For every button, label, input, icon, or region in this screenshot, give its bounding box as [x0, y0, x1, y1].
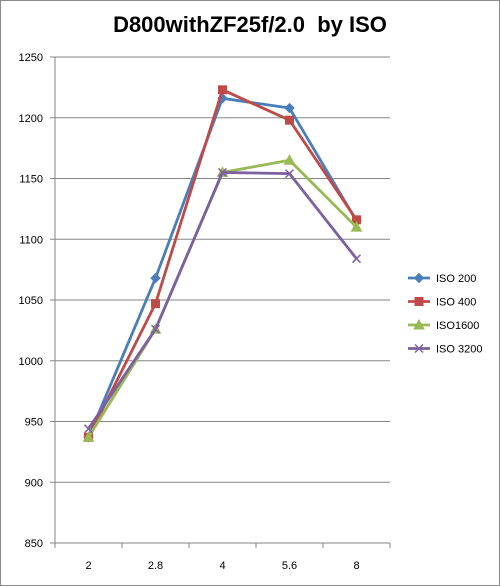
- legend: ISO 200 ISO 400 ISO1600 ISO 3200: [408, 272, 482, 356]
- y-tick-label: 1050: [19, 295, 43, 307]
- legend-label: ISO 3200: [436, 344, 482, 356]
- x-tick-label: 5.6: [282, 560, 297, 572]
- y-tick-label: 1150: [19, 174, 43, 186]
- data-point: [150, 324, 161, 334]
- chart-title: D800withZF25f/2.0 by ISO: [113, 12, 387, 37]
- legend-label: ISO1600: [436, 320, 479, 332]
- data-point: [284, 102, 295, 114]
- y-tick-label: 1250: [19, 52, 43, 64]
- y-tick-label: 1200: [19, 113, 43, 125]
- data-point: [218, 85, 227, 95]
- data-point: [151, 299, 160, 309]
- x-tick-label: 2.8: [148, 560, 163, 572]
- x-tick-label: 2: [85, 560, 91, 572]
- data-point: [83, 424, 94, 434]
- legend-item: ISO 200: [408, 272, 476, 285]
- series-2: [82, 154, 363, 442]
- x-tick-label: 4: [219, 560, 225, 572]
- series-3: [83, 167, 362, 434]
- series-line: [87, 88, 358, 438]
- data-point: [283, 154, 296, 165]
- data-point: [350, 221, 363, 232]
- series-1: [84, 85, 361, 442]
- data-point: [351, 254, 362, 264]
- y-tick-label: 1100: [19, 234, 43, 246]
- legend-marker: [413, 318, 425, 330]
- series-line: [87, 171, 358, 430]
- legend-label: ISO 400: [436, 297, 476, 309]
- y-tick-label: 1000: [19, 356, 43, 368]
- legend-marker: [413, 272, 425, 284]
- legend-item: ISO 400: [408, 297, 476, 309]
- y-tick-labels: 850 900 950 1000 1050 1100 1150 1200 1250: [19, 52, 43, 550]
- legend-item: ISO 3200: [408, 344, 482, 356]
- series-line: [87, 158, 358, 439]
- y-tick-label: 900: [25, 477, 43, 489]
- series-0: [83, 93, 362, 443]
- y-tick-label: 950: [25, 417, 43, 429]
- data-point: [284, 169, 295, 179]
- data-point: [285, 115, 294, 125]
- legend-label: ISO 200: [436, 273, 476, 285]
- x-tick-labels: 2 2.8 4 5.6 8: [85, 560, 359, 572]
- y-tick-label: 850: [25, 538, 43, 550]
- data-point: [150, 272, 161, 284]
- axes: [50, 56, 391, 548]
- x-tick-label: 8: [353, 560, 359, 572]
- grid-lines: [55, 56, 390, 544]
- series-line: [87, 96, 358, 438]
- legend-marker: [414, 343, 424, 354]
- series-lines: [82, 85, 363, 443]
- legend-marker: [414, 297, 424, 306]
- legend-item: ISO1600: [408, 318, 479, 332]
- data-point: [217, 167, 228, 177]
- data-point: [82, 431, 95, 442]
